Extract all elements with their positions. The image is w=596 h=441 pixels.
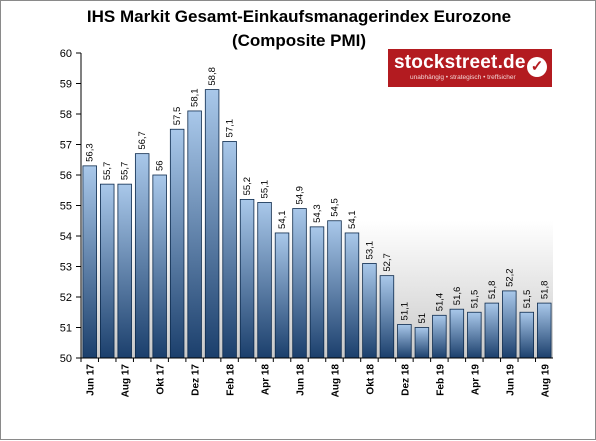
x-tick-label: Feb 18 (226, 364, 237, 396)
y-tick-label: 50 (60, 353, 72, 365)
x-tick-label: Jun 19 (505, 364, 516, 396)
data-label: 57,5 (172, 107, 183, 126)
chart-subtitle: (Composite PMI) (231, 31, 367, 50)
bar (327, 220, 342, 359)
data-label: 57,1 (225, 119, 236, 138)
data-label: 55,7 (120, 162, 131, 181)
data-label: 51,6 (452, 287, 463, 306)
data-label: 52,2 (504, 268, 515, 286)
y-tick-label: 55 (60, 201, 72, 213)
data-label: 54,9 (295, 186, 306, 205)
x-tick-label: Apr 19 (470, 364, 481, 396)
y-tick-label: 58 (60, 109, 72, 121)
data-label: 51,4 (434, 293, 445, 312)
bar (432, 314, 447, 359)
y-tick-label: 60 (60, 48, 72, 60)
x-tick-label: Aug 19 (540, 364, 551, 398)
data-label: 56 (155, 160, 166, 171)
bar (449, 308, 465, 359)
data-label: 56,7 (137, 131, 148, 150)
data-label: 51,8 (487, 281, 498, 300)
bar (134, 153, 150, 359)
data-label: 51,5 (522, 290, 533, 309)
bar (117, 183, 132, 359)
data-label: 58,8 (207, 67, 218, 86)
x-tick-label: Dez 18 (400, 364, 411, 396)
bar (379, 275, 395, 359)
bar (519, 311, 534, 359)
x-tick-label: Aug 17 (121, 364, 132, 398)
data-label: 58,1 (190, 88, 201, 107)
data-label: 51,5 (469, 290, 480, 309)
data-label: 51,8 (539, 281, 550, 300)
bar (484, 302, 500, 359)
data-label: 54,1 (277, 210, 288, 229)
bar (414, 327, 430, 359)
data-label: 55,7 (102, 162, 113, 181)
data-label: 55,1 (260, 180, 271, 199)
stockstreet-logo: stockstreet.de unabhängig • strategisch … (388, 49, 552, 87)
bar (292, 208, 307, 359)
checkmark-icon: ✓ (527, 57, 547, 77)
y-tick-label: 56 (60, 170, 72, 182)
bar (344, 232, 360, 359)
bar (82, 165, 97, 359)
x-tick-label: Dez 17 (191, 364, 202, 396)
data-label: 54,1 (347, 210, 358, 229)
data-label: 54,5 (329, 198, 340, 217)
y-tick-label: 53 (60, 262, 72, 274)
x-tick-label: Feb 19 (435, 364, 446, 396)
bar (309, 226, 325, 359)
data-label: 51,1 (399, 302, 410, 321)
data-label: 53,1 (364, 241, 375, 260)
x-tick-label: Apr 18 (261, 364, 272, 396)
bar (169, 128, 185, 359)
bar (397, 324, 412, 359)
bar (222, 141, 237, 359)
bar (502, 290, 517, 359)
bar (187, 110, 202, 359)
x-tick-label: Jun 17 (86, 364, 97, 396)
bar (100, 183, 115, 359)
bar (152, 174, 167, 359)
bar (239, 198, 255, 359)
y-tick-label: 57 (60, 140, 72, 152)
data-label: 56,3 (85, 143, 96, 162)
data-label: 55,2 (242, 177, 253, 196)
bar (467, 311, 482, 359)
x-tick-label: Jun 18 (296, 364, 307, 396)
y-tick-label: 51 (60, 323, 72, 335)
y-tick-label: 52 (60, 292, 72, 304)
x-tick-label: Okt 18 (365, 364, 376, 395)
data-label: 51 (417, 313, 428, 324)
bar (257, 202, 272, 359)
y-tick-label: 54 (60, 231, 72, 243)
logo-text: stockstreet.de (394, 52, 526, 73)
x-tick-label: Okt 17 (156, 364, 167, 395)
y-tick-label: 59 (60, 79, 72, 91)
data-label: 52,7 (382, 253, 393, 272)
logo-tagline: unabhängig • strategisch • treffsicher (410, 74, 516, 81)
bar (204, 89, 220, 359)
bar (362, 263, 377, 359)
bar (274, 232, 290, 359)
chart-title: IHS Markit Gesamt-Einkaufsmanagerindex E… (86, 7, 512, 26)
bar (537, 302, 552, 359)
data-label: 54,3 (312, 204, 323, 223)
x-tick-label: Aug 18 (330, 364, 341, 398)
